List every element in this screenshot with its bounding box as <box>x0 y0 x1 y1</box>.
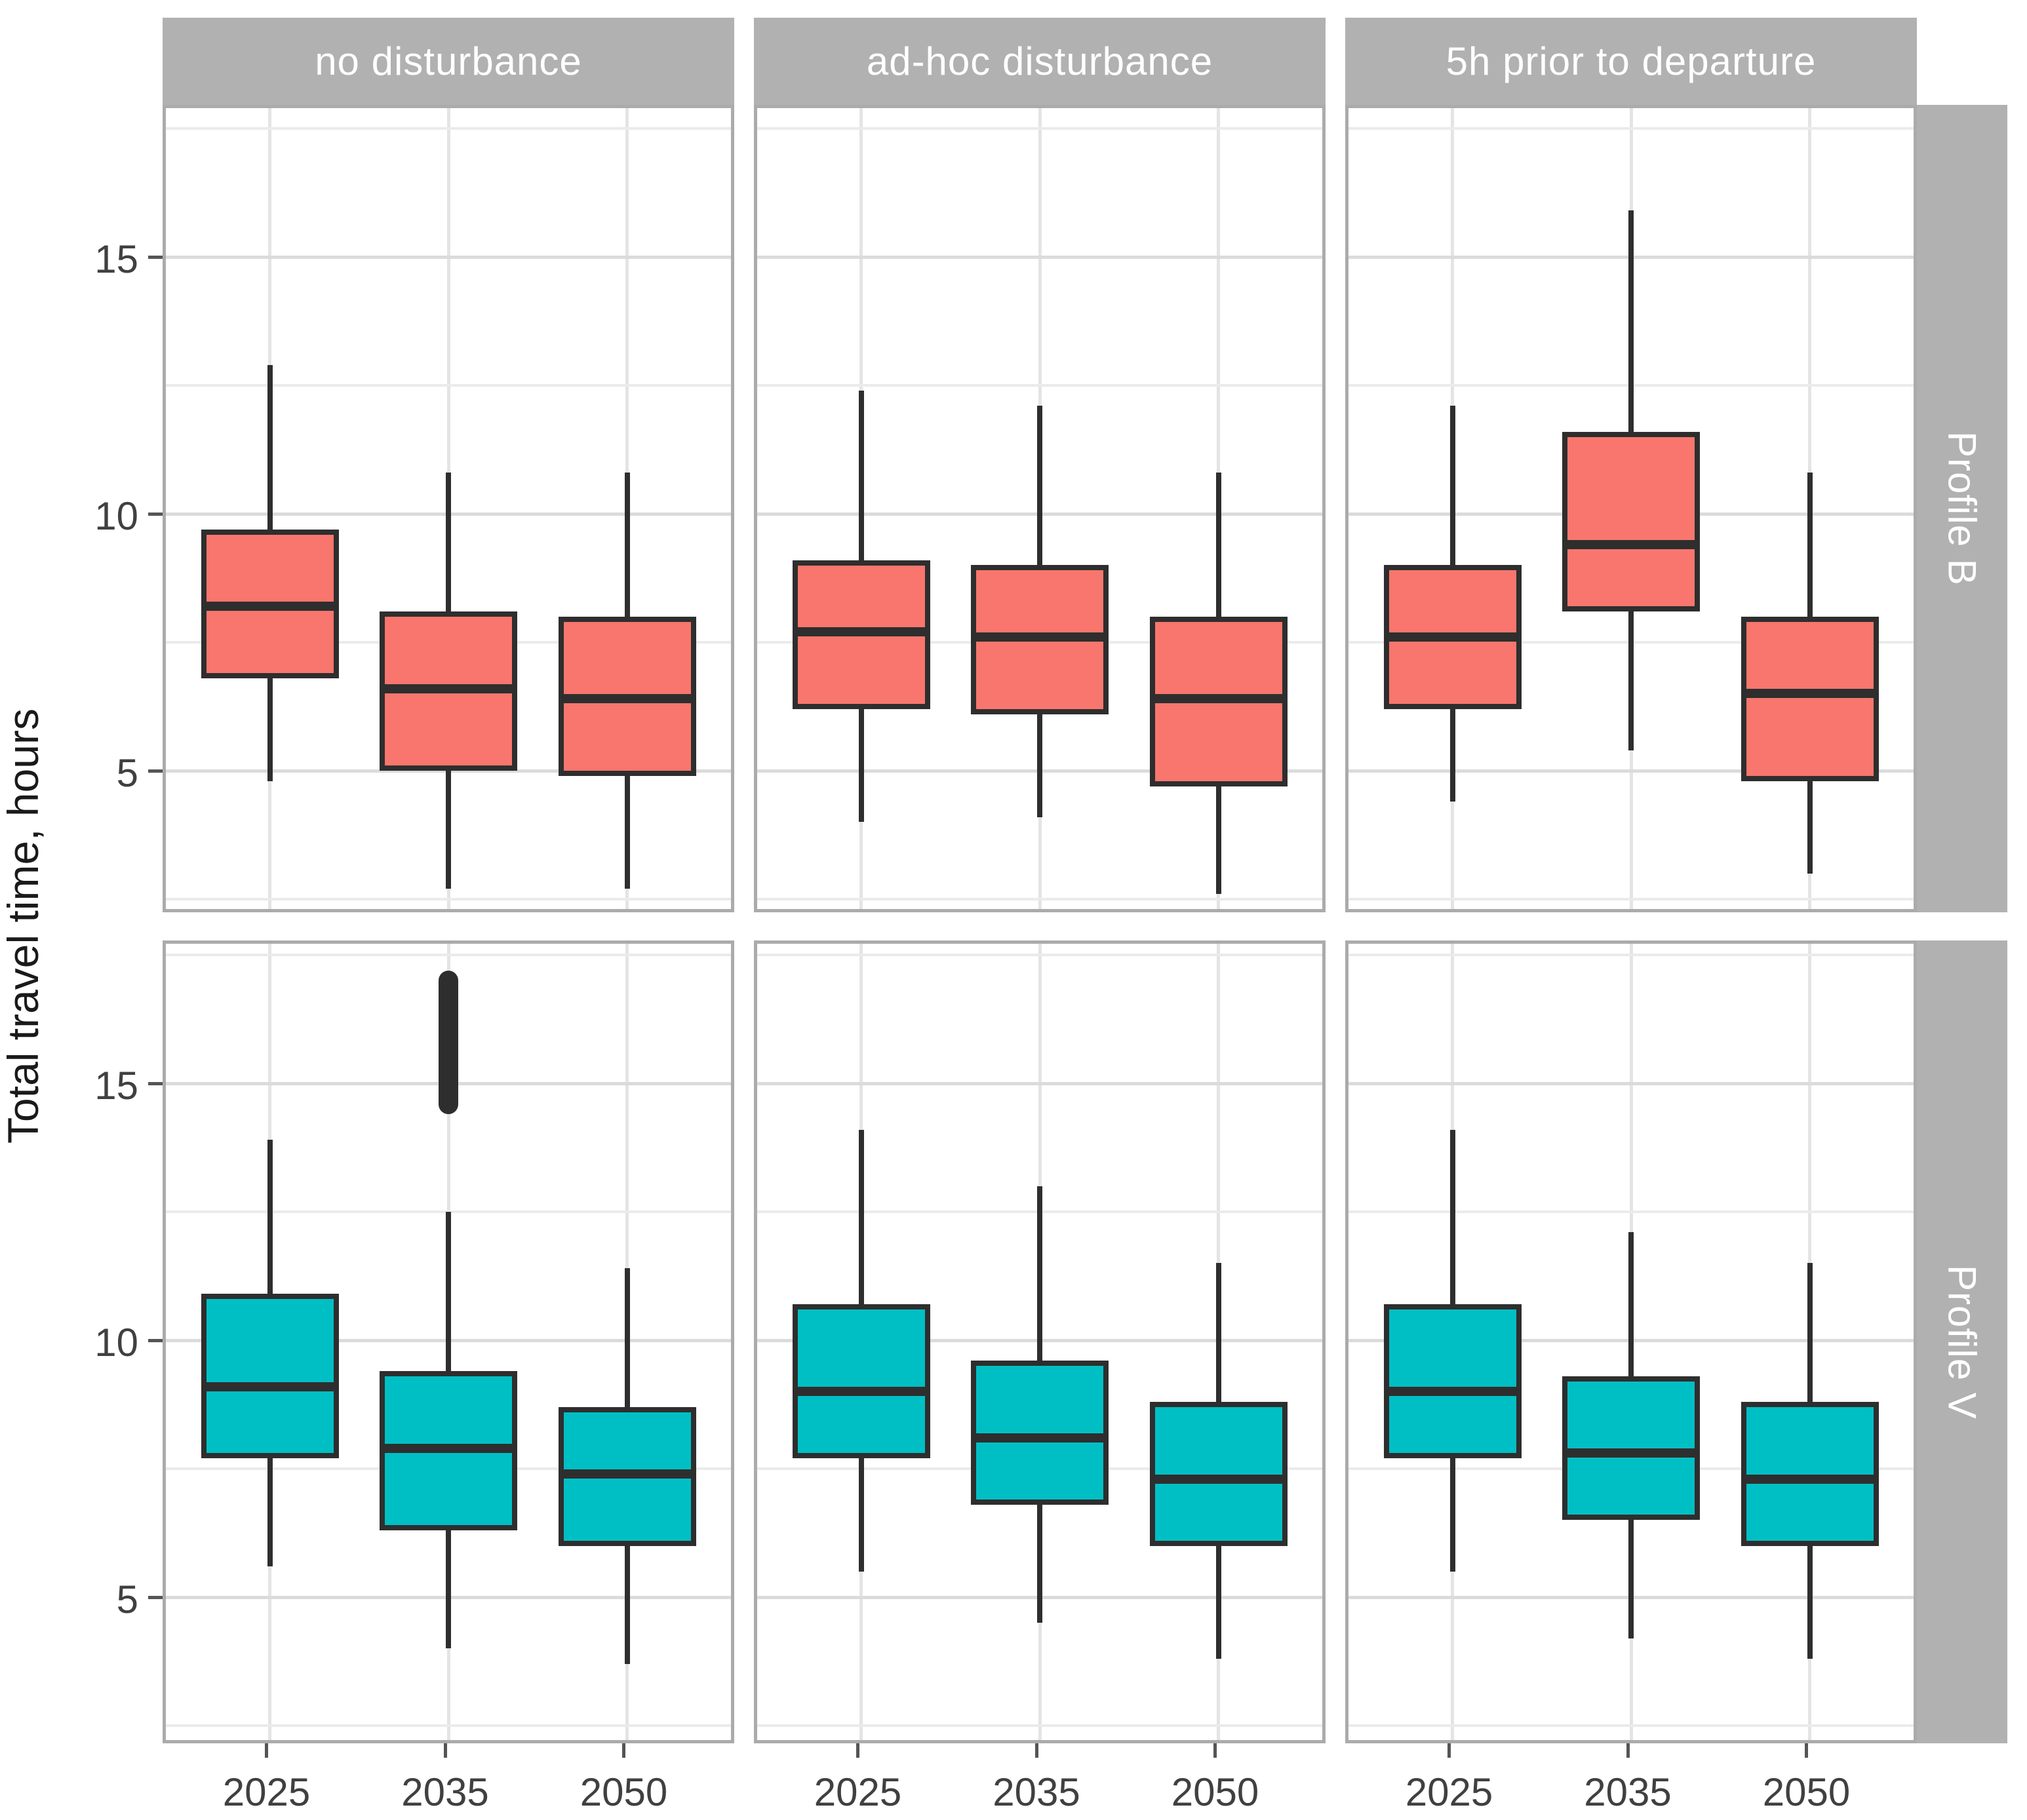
h-gridline-major <box>757 255 1322 259</box>
boxplot-box <box>1562 1376 1700 1520</box>
h-gridline-minor <box>166 1724 731 1727</box>
facet-row-strip-profile-b: Profile B <box>1917 105 2007 912</box>
boxplot-median <box>971 632 1109 642</box>
y-axis-tick-label: 10 <box>94 494 138 538</box>
y-axis-tick-label: 10 <box>94 1321 138 1365</box>
h-gridline-minor <box>1348 954 1914 956</box>
x-axis-tick <box>1213 1743 1217 1758</box>
facet-panel <box>163 940 734 1743</box>
boxplot-median <box>1562 540 1700 550</box>
y-axis-tick-label: 15 <box>94 1064 138 1108</box>
y-axis-tick <box>148 1338 163 1342</box>
facet-col-strip-label: 5h prior to departure <box>1446 39 1817 83</box>
h-gridline-minor <box>757 127 1322 130</box>
x-axis-tick-label: 2025 <box>222 1770 311 1814</box>
facet-panel <box>754 940 1326 1743</box>
x-axis-tick-label: 2025 <box>1405 1770 1493 1814</box>
boxplot-median <box>201 1382 339 1391</box>
boxplot-median <box>1149 694 1288 704</box>
boxplot-median <box>380 684 517 693</box>
boxplot-median <box>1562 1448 1700 1458</box>
boxplot-median <box>792 1387 930 1397</box>
x-axis-tick-label: 2035 <box>401 1770 489 1814</box>
h-gridline-major <box>1348 1081 1914 1085</box>
facet-panel <box>1345 105 1917 912</box>
h-gridline-major <box>166 255 731 259</box>
x-axis-tick-label: 2050 <box>1171 1770 1259 1814</box>
h-gridline-minor <box>166 898 731 900</box>
outlier-stack <box>439 970 458 1115</box>
boxplot-box <box>1383 1304 1522 1459</box>
facet-col-strip-5h-prior: 5h prior to departure <box>1345 18 1917 105</box>
y-axis-tick-label: 5 <box>116 751 138 795</box>
boxplot-median <box>558 694 696 704</box>
h-gridline-major <box>757 1081 1322 1085</box>
h-gridline-minor <box>166 954 731 956</box>
boxplot-box <box>1741 1402 1879 1546</box>
x-axis-tick <box>1034 1743 1038 1758</box>
boxplot-box <box>1562 431 1700 611</box>
x-axis-tick <box>265 1743 268 1758</box>
y-axis-tick-label: 5 <box>116 1578 138 1621</box>
x-axis-tick <box>1626 1743 1630 1758</box>
h-gridline-minor <box>166 127 731 130</box>
y-axis-tick <box>148 512 163 516</box>
boxplot-box <box>1741 616 1879 781</box>
facet-row-strip-label: Profile V <box>1940 1264 1984 1420</box>
y-axis-tick <box>148 1595 163 1599</box>
facet-row-strip-label: Profile B <box>1940 431 1984 586</box>
x-axis-tick <box>622 1743 625 1758</box>
facet-col-strip-no-disturbance: no disturbance <box>163 18 734 105</box>
facet-row-strip-profile-v: Profile V <box>1917 940 2007 1743</box>
boxplot-median <box>1383 1387 1522 1397</box>
h-gridline-minor <box>757 384 1322 387</box>
x-axis-tick-label: 2050 <box>1762 1770 1851 1814</box>
x-axis-tick-label: 2025 <box>814 1770 902 1814</box>
y-axis-tick <box>148 255 163 259</box>
h-gridline-minor <box>166 384 731 387</box>
x-axis-tick-label: 2035 <box>993 1770 1080 1814</box>
h-gridline-minor <box>757 954 1322 956</box>
boxplot-median <box>1149 1474 1288 1484</box>
boxplot-median <box>1741 689 1879 699</box>
x-axis-tick-label: 2050 <box>580 1770 668 1814</box>
y-axis-title: Total travel time, hours <box>0 708 47 1144</box>
boxplot-median <box>792 627 930 637</box>
facet-col-strip-label: no disturbance <box>315 39 582 83</box>
h-gridline-minor <box>1348 898 1914 900</box>
boxplot-median <box>201 602 339 611</box>
facet-panel <box>1345 940 1917 1743</box>
y-axis-tick <box>148 1081 163 1085</box>
y-axis-tick <box>148 769 163 773</box>
boxplot-median <box>1383 632 1522 642</box>
boxplot-median <box>971 1433 1109 1442</box>
h-gridline-minor <box>1348 1210 1914 1213</box>
y-axis-tick-label: 15 <box>94 237 138 281</box>
facet-panel <box>754 105 1326 912</box>
x-axis-tick <box>856 1743 859 1758</box>
boxplot-box <box>201 1294 339 1459</box>
boxplot-box <box>971 1361 1109 1505</box>
boxplot-median <box>1741 1474 1879 1484</box>
boxplot-box <box>792 1304 930 1459</box>
x-axis-tick <box>1805 1743 1808 1758</box>
facet-col-strip-label: ad-hoc disturbance <box>866 39 1213 83</box>
facet-panel <box>163 105 734 912</box>
x-axis-tick <box>1447 1743 1451 1758</box>
h-gridline-major <box>1348 769 1914 773</box>
boxplot-median <box>558 1469 696 1479</box>
x-axis-tick-label: 2035 <box>1584 1770 1672 1814</box>
h-gridline-minor <box>757 898 1322 900</box>
boxplot-median <box>380 1443 517 1453</box>
x-axis-tick <box>443 1743 447 1758</box>
h-gridline-minor <box>1348 1724 1914 1727</box>
facet-col-strip-adhoc-disturbance: ad-hoc disturbance <box>754 18 1326 105</box>
h-gridline-minor <box>757 1724 1322 1727</box>
boxplot-box <box>1149 1402 1288 1546</box>
h-gridline-minor <box>1348 127 1914 130</box>
